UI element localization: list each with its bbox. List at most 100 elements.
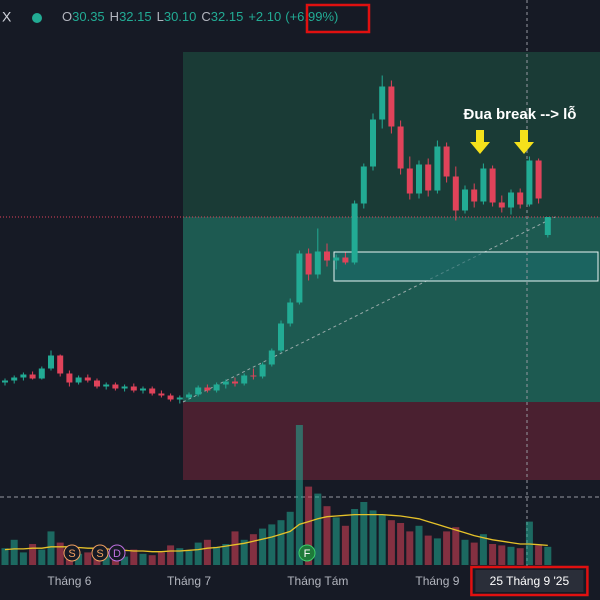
candle-body: [535, 160, 542, 199]
candle-body: [38, 368, 45, 379]
candle-body: [508, 192, 514, 208]
candle-body: [167, 395, 174, 400]
change-pct: (+6.99%): [285, 9, 338, 24]
volume-bar: [332, 517, 340, 565]
candle-body: [66, 373, 73, 383]
candle-body: [222, 381, 229, 385]
arrow: [470, 130, 490, 154]
volume-bar: [157, 552, 165, 565]
x-axis: Tháng 6 Tháng 7 Tháng Tám Tháng 9 25 Tháng 9…: [47, 565, 589, 597]
volume-bar: [56, 542, 64, 565]
volume-bar: [470, 542, 478, 565]
event-label: S: [68, 548, 75, 560]
candle-body: [140, 388, 146, 391]
ohlc: O30.35 H32.15 L30.10 C32.15 +2.10 (+6.99%): [62, 9, 338, 24]
volume-bar: [139, 553, 147, 565]
volume-bar: [544, 546, 552, 565]
candle-body: [517, 192, 524, 205]
volume-bar: [286, 511, 294, 565]
legend-header: X O30.35 H32.15 L30.10 C32.15 +2.10 (+6.99%): [2, 3, 371, 34]
field-value: 30.10: [164, 9, 197, 24]
volume-bar: [516, 548, 524, 565]
volume-bar: [305, 486, 313, 565]
volume-bar: [415, 525, 423, 565]
candle-body: [351, 203, 358, 263]
x-tick-label: Tháng 9: [415, 574, 459, 588]
volume-bar: [148, 555, 156, 565]
field-label: O: [62, 9, 72, 24]
candle-body: [379, 86, 386, 120]
volume-bar: [10, 539, 18, 565]
field-label: L: [157, 9, 164, 24]
volume-bar: [535, 545, 543, 565]
volume-bar: [75, 553, 83, 565]
status-dot: [32, 13, 42, 23]
volume-bar: [461, 539, 469, 565]
candle-body: [397, 126, 404, 169]
volume-bar: [213, 546, 221, 565]
volume-bar: [19, 552, 27, 565]
candle-body: [489, 168, 496, 203]
crosshair-label: 25 Tháng 9 '25: [490, 574, 570, 588]
volume-bar: [102, 555, 110, 565]
candle-body: [452, 176, 459, 211]
field-label: H: [110, 9, 119, 24]
candle-body: [406, 168, 413, 194]
candle-body: [305, 253, 312, 275]
event-badge: [298, 544, 316, 562]
event-label: D: [113, 548, 121, 560]
candle-body: [370, 119, 376, 167]
annotation: Đua break --> lỗ: [464, 106, 577, 123]
volume-bar: [378, 514, 386, 565]
volume-bar: [295, 425, 303, 565]
crosshair-label-bg: [475, 570, 584, 592]
volume-bar: [121, 556, 129, 565]
candle-body: [232, 381, 238, 384]
field-label: C: [201, 9, 210, 24]
candle-body: [498, 202, 505, 208]
candle-body: [20, 374, 27, 378]
candle-body: [296, 253, 303, 303]
candle-body: [544, 217, 551, 235]
candle-body: [112, 384, 119, 389]
candle-body: [158, 393, 165, 396]
volume-bar: [387, 520, 395, 565]
candle-body: [471, 189, 478, 202]
volume-bar: [360, 502, 368, 565]
candle-body: [84, 377, 91, 381]
event-badge: [108, 544, 126, 562]
volume-bar: [130, 549, 138, 565]
volume-bar: [249, 534, 257, 565]
volume-bar: [397, 523, 405, 565]
volume-bar: [194, 542, 202, 565]
candle-body: [526, 160, 533, 205]
volume-bar: [498, 545, 506, 565]
volume-bar: [231, 531, 239, 565]
volume-bar: [479, 534, 487, 565]
candle-body: [425, 164, 432, 191]
candle-body: [11, 377, 18, 381]
event-label: F: [304, 548, 311, 560]
field-value: 30.35: [72, 9, 105, 24]
zone-box: [333, 251, 599, 282]
change: +2.10: [248, 9, 281, 24]
candle-body: [48, 355, 54, 369]
volume-bar: [341, 525, 349, 565]
candle-body: [360, 166, 367, 204]
volume-bar: [323, 506, 331, 565]
candle-body: [480, 168, 487, 202]
candle-body: [287, 302, 294, 324]
candle-body: [29, 374, 36, 379]
volume-bar: [452, 527, 460, 565]
x-tick-label: Tháng Tám: [287, 574, 348, 588]
volume-bar: [185, 551, 193, 565]
event-label: S: [96, 548, 103, 560]
field-value: 32.15: [211, 9, 244, 24]
volume-bar: [489, 544, 497, 565]
candle-body: [388, 86, 395, 127]
candle-body: [204, 387, 211, 391]
volume-bar: [29, 544, 37, 565]
volume-bar: [406, 531, 414, 565]
volume-bar: [424, 535, 432, 565]
candle-body: [324, 251, 330, 261]
